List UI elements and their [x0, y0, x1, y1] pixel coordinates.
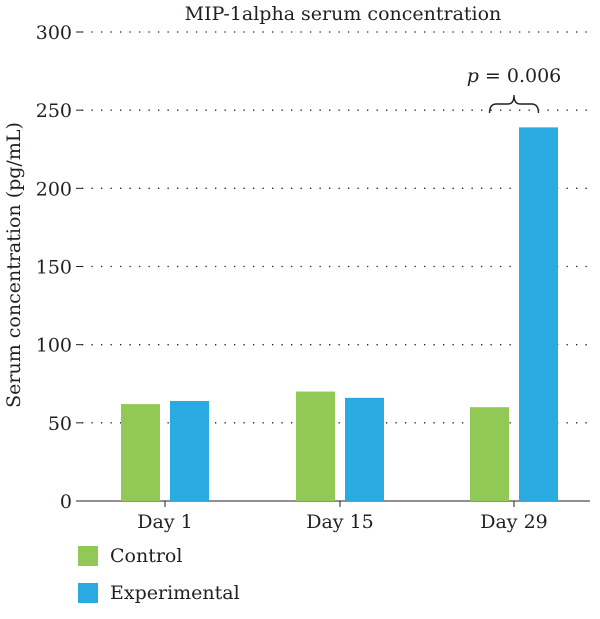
- bar: [121, 404, 160, 501]
- y-tick-label: 250: [36, 100, 72, 122]
- y-tick-label: 200: [36, 178, 72, 200]
- legend-label: Experimental: [110, 582, 240, 604]
- y-tick-label: 50: [48, 413, 72, 435]
- chart-title: MIP-1alpha serum concentration: [185, 3, 502, 25]
- significance-bracket: [488, 94, 540, 114]
- legend: Control Experimental: [78, 545, 240, 619]
- bar: [296, 391, 335, 501]
- y-tick-label: 100: [36, 335, 72, 357]
- x-tick-label: Day 1: [137, 511, 192, 533]
- p-value-label: p = 0.006: [467, 65, 562, 87]
- bar: [470, 407, 509, 501]
- y-tick-label: 150: [36, 257, 72, 279]
- legend-item: Experimental: [78, 582, 240, 604]
- x-axis: Day 1 Day 15 Day 29: [137, 501, 548, 533]
- y-axis: 0 50 100 150 200 250 300: [36, 22, 72, 513]
- bar: [519, 127, 558, 501]
- annotations: p = 0.006: [467, 65, 562, 114]
- x-tick-label: Day 29: [480, 511, 548, 533]
- x-tick-label: Day 15: [306, 511, 374, 533]
- bar: [170, 400, 209, 501]
- y-axis-label: Serum concentration (pg/mL): [3, 122, 25, 408]
- y-tick-label: 0: [60, 491, 72, 513]
- bars: [121, 127, 558, 501]
- legend-swatch: [78, 583, 98, 603]
- y-tick-label: 300: [36, 22, 72, 44]
- legend-label: Control: [110, 545, 183, 567]
- legend-item: Control: [78, 545, 240, 567]
- legend-swatch: [78, 546, 98, 566]
- bar: [345, 397, 384, 501]
